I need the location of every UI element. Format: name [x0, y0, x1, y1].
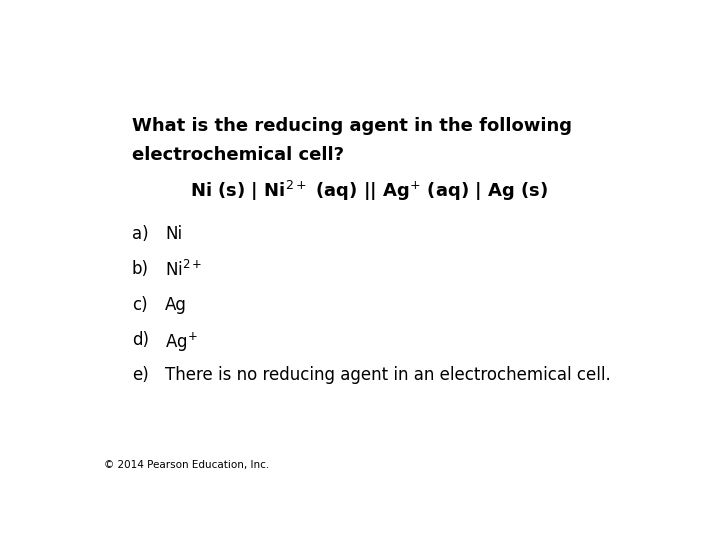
Text: b): b): [132, 260, 149, 278]
Text: What is the reducing agent in the following: What is the reducing agent in the follow…: [132, 117, 572, 135]
Text: There is no reducing agent in an electrochemical cell.: There is no reducing agent in an electro…: [166, 366, 611, 384]
Text: Ag$^{+}$: Ag$^{+}$: [166, 331, 198, 354]
Text: Ni (s) | Ni$^{2+}$ (aq) || Ag$^{+}$ (aq) | Ag (s): Ni (s) | Ni$^{2+}$ (aq) || Ag$^{+}$ (aq)…: [190, 179, 548, 203]
Text: Ni$^{2+}$: Ni$^{2+}$: [166, 260, 203, 280]
Text: e): e): [132, 366, 148, 384]
Text: Ni: Ni: [166, 225, 182, 243]
Text: a): a): [132, 225, 148, 243]
Text: d): d): [132, 331, 149, 349]
Text: electrochemical cell?: electrochemical cell?: [132, 146, 344, 164]
Text: © 2014 Pearson Education, Inc.: © 2014 Pearson Education, Inc.: [104, 460, 269, 470]
Text: Ag: Ag: [166, 295, 187, 314]
Text: c): c): [132, 295, 148, 314]
